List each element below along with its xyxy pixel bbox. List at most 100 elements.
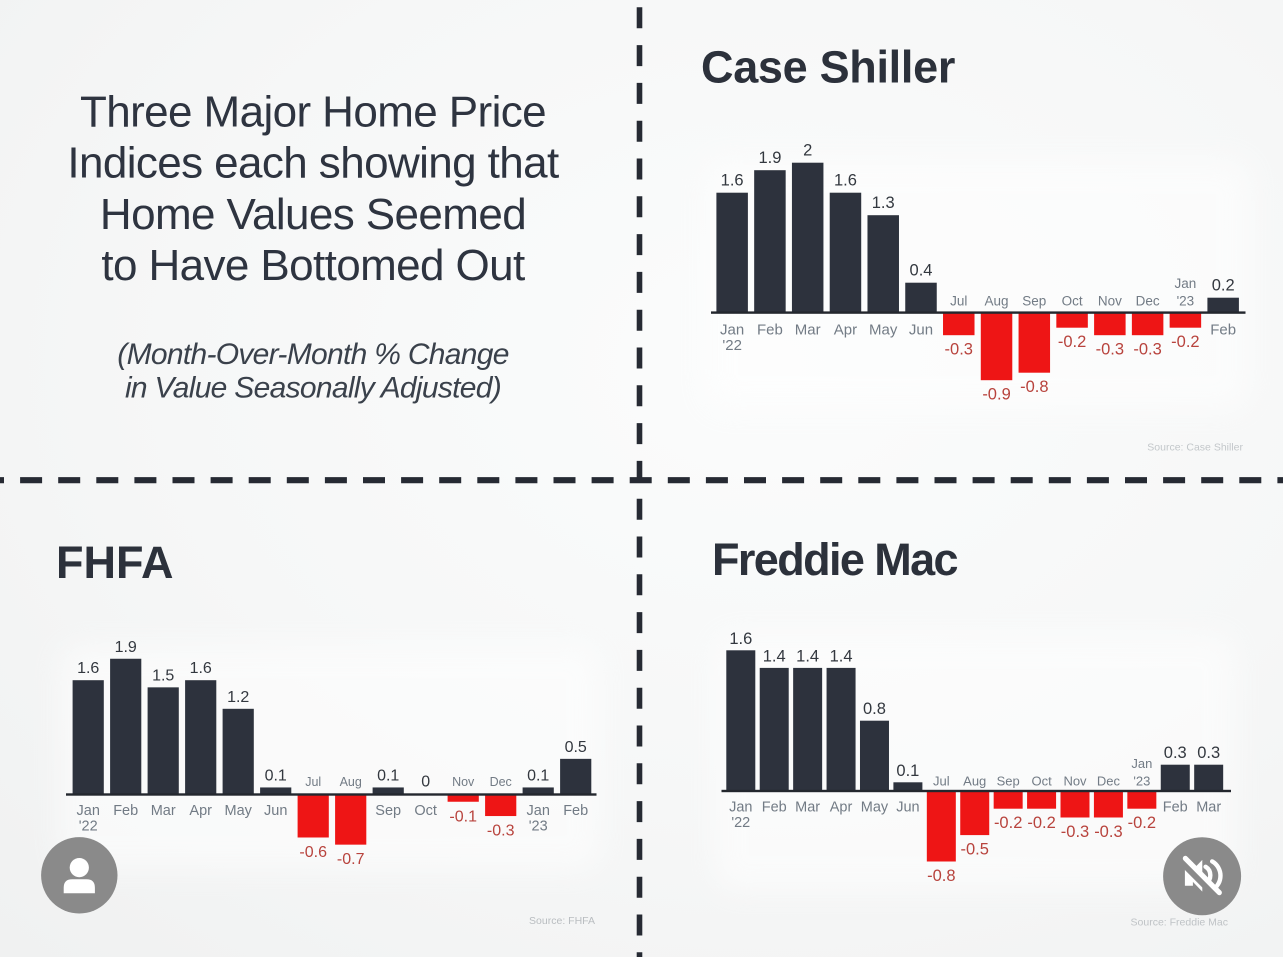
svg-text:May: May [224, 803, 252, 819]
svg-text:1.4: 1.4 [796, 647, 819, 665]
svg-text:-0.7: -0.7 [337, 851, 365, 868]
svg-text:Mar: Mar [795, 322, 821, 339]
svg-text:Source: FHFA: Source: FHFA [529, 915, 595, 927]
svg-text:Mar: Mar [1196, 800, 1221, 816]
svg-text:1.6: 1.6 [190, 660, 212, 677]
svg-text:Freddie Mac: Freddie Mac [712, 534, 958, 585]
svg-text:Dec: Dec [1097, 774, 1121, 789]
svg-text:Oct: Oct [1031, 774, 1052, 789]
svg-text:-0.2: -0.2 [1027, 814, 1055, 832]
svg-text:Indices each showing that: Indices each showing that [67, 139, 559, 188]
svg-text:Home Values Seemed: Home Values Seemed [100, 190, 526, 239]
svg-text:Jun: Jun [264, 803, 287, 819]
svg-text:Oct: Oct [414, 803, 437, 819]
svg-text:Jan: Jan [77, 803, 100, 819]
svg-text:-0.3: -0.3 [487, 823, 515, 840]
svg-text:0.1: 0.1 [896, 762, 919, 780]
svg-text:Jun: Jun [896, 800, 919, 816]
svg-text:Apr: Apr [830, 800, 853, 816]
svg-text:Jul: Jul [305, 775, 321, 789]
svg-text:1.3: 1.3 [872, 194, 895, 212]
svg-text:1.6: 1.6 [77, 660, 99, 677]
svg-text:Feb: Feb [563, 803, 588, 819]
svg-text:Jan: Jan [720, 322, 744, 339]
svg-text:-0.2: -0.2 [1058, 333, 1086, 351]
svg-text:Jan: Jan [729, 800, 752, 816]
svg-text:-0.6: -0.6 [299, 844, 327, 861]
svg-text:Jan: Jan [1174, 276, 1196, 291]
svg-text:'22: '22 [731, 815, 750, 831]
svg-text:Jul: Jul [950, 294, 967, 309]
svg-text:Aug: Aug [963, 774, 986, 789]
svg-text:Jan: Jan [527, 803, 550, 819]
svg-text:0.3: 0.3 [1197, 744, 1220, 762]
svg-text:1.9: 1.9 [115, 639, 137, 656]
svg-text:Aug: Aug [340, 775, 362, 789]
svg-text:Mar: Mar [151, 803, 176, 819]
svg-text:1.9: 1.9 [758, 149, 781, 167]
svg-text:Feb: Feb [757, 322, 783, 339]
svg-text:Aug: Aug [985, 294, 1009, 309]
svg-text:Feb: Feb [113, 803, 138, 819]
svg-text:Mar: Mar [795, 800, 820, 816]
svg-text:-0.3: -0.3 [1061, 823, 1089, 841]
svg-text:-0.2: -0.2 [1128, 814, 1156, 832]
svg-text:-0.1: -0.1 [449, 808, 477, 825]
svg-text:0.5: 0.5 [565, 739, 587, 756]
svg-text:Nov: Nov [1098, 294, 1122, 309]
svg-text:May: May [869, 322, 898, 339]
svg-text:-0.2: -0.2 [994, 814, 1022, 832]
svg-text:1.2: 1.2 [227, 689, 249, 706]
svg-text:Three Major Home Price: Three Major Home Price [80, 87, 546, 136]
svg-text:in Value Seasonally Adjusted): in Value Seasonally Adjusted) [125, 372, 501, 405]
svg-text:Feb: Feb [1210, 322, 1236, 339]
svg-text:Feb: Feb [1163, 800, 1188, 816]
svg-text:-0.3: -0.3 [1096, 341, 1124, 359]
svg-text:1.5: 1.5 [152, 667, 174, 684]
svg-text:0.1: 0.1 [377, 767, 399, 784]
svg-text:-0.3: -0.3 [1094, 823, 1122, 841]
svg-text:Dec: Dec [1136, 294, 1160, 309]
svg-text:'22: '22 [722, 337, 742, 354]
svg-text:May: May [861, 800, 889, 816]
svg-text:Dec: Dec [490, 775, 512, 789]
svg-text:'22: '22 [79, 819, 98, 835]
svg-text:2: 2 [803, 142, 812, 160]
svg-text:FHFA: FHFA [56, 537, 174, 588]
svg-text:0.1: 0.1 [265, 767, 287, 784]
svg-text:(Month-Over-Month % Change: (Month-Over-Month % Change [117, 338, 508, 371]
svg-text:1.6: 1.6 [729, 630, 752, 648]
svg-text:Jun: Jun [909, 322, 933, 339]
svg-text:0: 0 [421, 774, 430, 791]
svg-text:'23: '23 [529, 819, 548, 835]
svg-text:Jul: Jul [933, 774, 950, 789]
svg-text:-0.9: -0.9 [982, 386, 1010, 404]
svg-text:-0.2: -0.2 [1171, 333, 1199, 351]
svg-text:'23: '23 [1177, 294, 1195, 309]
svg-text:Source: Freddie Mac: Source: Freddie Mac [1131, 917, 1228, 929]
svg-text:1.4: 1.4 [763, 647, 786, 665]
svg-text:-0.8: -0.8 [1020, 378, 1048, 396]
svg-text:-0.3: -0.3 [945, 341, 973, 359]
svg-text:0.3: 0.3 [1164, 744, 1187, 762]
svg-text:1.4: 1.4 [830, 647, 853, 665]
svg-text:0.4: 0.4 [910, 262, 933, 280]
svg-text:Source: Case Shiller: Source: Case Shiller [1147, 442, 1243, 454]
svg-text:0.2: 0.2 [1212, 277, 1235, 295]
svg-text:-0.8: -0.8 [927, 867, 955, 885]
svg-text:Apr: Apr [189, 803, 212, 819]
svg-text:Nov: Nov [1063, 774, 1087, 789]
svg-text:Nov: Nov [452, 775, 475, 789]
svg-text:1.6: 1.6 [721, 172, 744, 190]
svg-text:0.8: 0.8 [863, 700, 886, 718]
svg-text:-0.5: -0.5 [961, 841, 989, 859]
svg-text:1.6: 1.6 [834, 172, 857, 190]
svg-text:Jan: Jan [1131, 756, 1152, 771]
svg-text:0.1: 0.1 [527, 767, 549, 784]
svg-text:'23: '23 [1133, 774, 1150, 789]
svg-text:Sep: Sep [375, 803, 401, 819]
svg-text:Apr: Apr [834, 322, 857, 339]
svg-text:Oct: Oct [1062, 294, 1083, 309]
svg-text:-0.3: -0.3 [1133, 341, 1161, 359]
svg-text:Sep: Sep [997, 774, 1020, 789]
